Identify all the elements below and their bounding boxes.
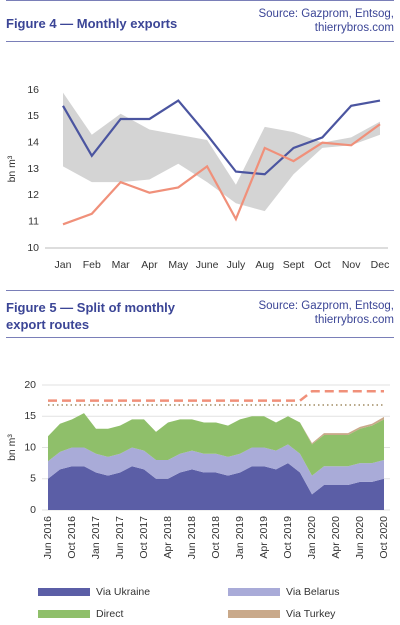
x-tick-label: Nov xyxy=(342,259,361,271)
legend-label: Direct xyxy=(96,608,124,620)
x-tick-label: Jan xyxy=(55,259,72,271)
y-tick-label: 15 xyxy=(27,110,39,122)
figure-header: Figure 4 — Monthly exports Source: Gazpr… xyxy=(6,0,394,42)
x-tick-label: May xyxy=(168,259,189,271)
reference-line xyxy=(48,390,384,402)
y-tick-label: 5 xyxy=(30,473,36,485)
legend-label: Via Belarus xyxy=(286,586,340,598)
x-tick-label: Jan 2019 xyxy=(234,516,246,559)
x-tick-label: Apr 2020 xyxy=(330,516,342,559)
x-tick-label: June xyxy=(196,259,219,271)
x-tick-label: Apr 2018 xyxy=(162,516,174,559)
stacked-area xyxy=(48,413,384,476)
y-tick-label: 20 xyxy=(24,379,36,391)
legend-label: Via Turkey xyxy=(286,608,336,620)
figure-title: Figure 4 — Monthly exports xyxy=(6,16,178,31)
source: Source: Gazprom, Entsog, thierrybros.com xyxy=(258,300,394,326)
x-tick-label: Sept xyxy=(283,259,305,271)
x-tick-label: Oct 2017 xyxy=(138,516,150,559)
x-tick-label: Oct xyxy=(314,259,330,271)
x-tick-label: Jun 2018 xyxy=(186,516,198,559)
y-tick-label: 15 xyxy=(24,410,36,422)
y-tick-label: 16 xyxy=(27,84,39,96)
series-line xyxy=(62,123,381,226)
y-tick-label: 13 xyxy=(27,163,39,175)
x-tick-label: Apr 2019 xyxy=(258,516,270,559)
x-tick-label: Dec xyxy=(371,259,390,271)
x-tick-label: Aug xyxy=(255,259,274,271)
chart: bn m³ 0 5 10 15 20 Jun 2016 Oct 2016 Jan 2017 Jun… xyxy=(6,379,390,620)
x-tick-label: Oct 2016 xyxy=(66,516,78,559)
y-tick-label: 0 xyxy=(30,504,36,516)
stacked-area xyxy=(48,463,384,510)
x-tick-label: Mar xyxy=(112,259,131,271)
y-tick-label: 14 xyxy=(27,136,39,148)
x-tick-label: Oct 2019 xyxy=(282,516,294,559)
x-tick-label: Oct 2020 xyxy=(378,516,390,559)
y-tick-label: 11 xyxy=(28,215,39,227)
x-tick-label: July xyxy=(227,259,246,271)
stacked-area xyxy=(48,444,384,495)
legend-swatch xyxy=(38,588,90,596)
legend-swatch xyxy=(38,610,90,618)
figure-header: Figure 5 — Split of monthly export route… xyxy=(6,290,394,338)
y-tick-label: 10 xyxy=(24,441,36,453)
series-line xyxy=(62,99,381,176)
chart: bn m³ 10 11 12 13 14 15 16 Jan Feb Mar Apr May June Ju… xyxy=(6,84,390,271)
x-tick-label: Jan 2020 xyxy=(306,516,318,559)
legend-label: Via Ukraine xyxy=(96,586,150,598)
y-tick-label: 10 xyxy=(27,242,39,254)
y-tick-label: 12 xyxy=(27,189,39,201)
y-axis-label: bn m³ xyxy=(6,155,18,182)
x-tick-label: Jan 2017 xyxy=(90,516,102,559)
figure-title: Figure 5 — Split of monthly export route… xyxy=(6,300,175,332)
x-tick-label: Jun 2020 xyxy=(354,516,366,559)
legend-swatch xyxy=(228,588,280,596)
x-tick-label: Jun 2017 xyxy=(114,516,126,559)
source: Source: Gazprom, Entsog, thierrybros.com xyxy=(258,8,394,34)
x-tick-label: Jun 2016 xyxy=(42,516,54,559)
y-axis-label: bn m³ xyxy=(6,434,18,461)
x-tick-label: Apr xyxy=(141,259,158,271)
range-band xyxy=(63,92,380,212)
x-tick-label: Feb xyxy=(83,259,101,271)
x-tick-label: Oct 2018 xyxy=(210,516,222,559)
legend-swatch xyxy=(228,610,280,618)
